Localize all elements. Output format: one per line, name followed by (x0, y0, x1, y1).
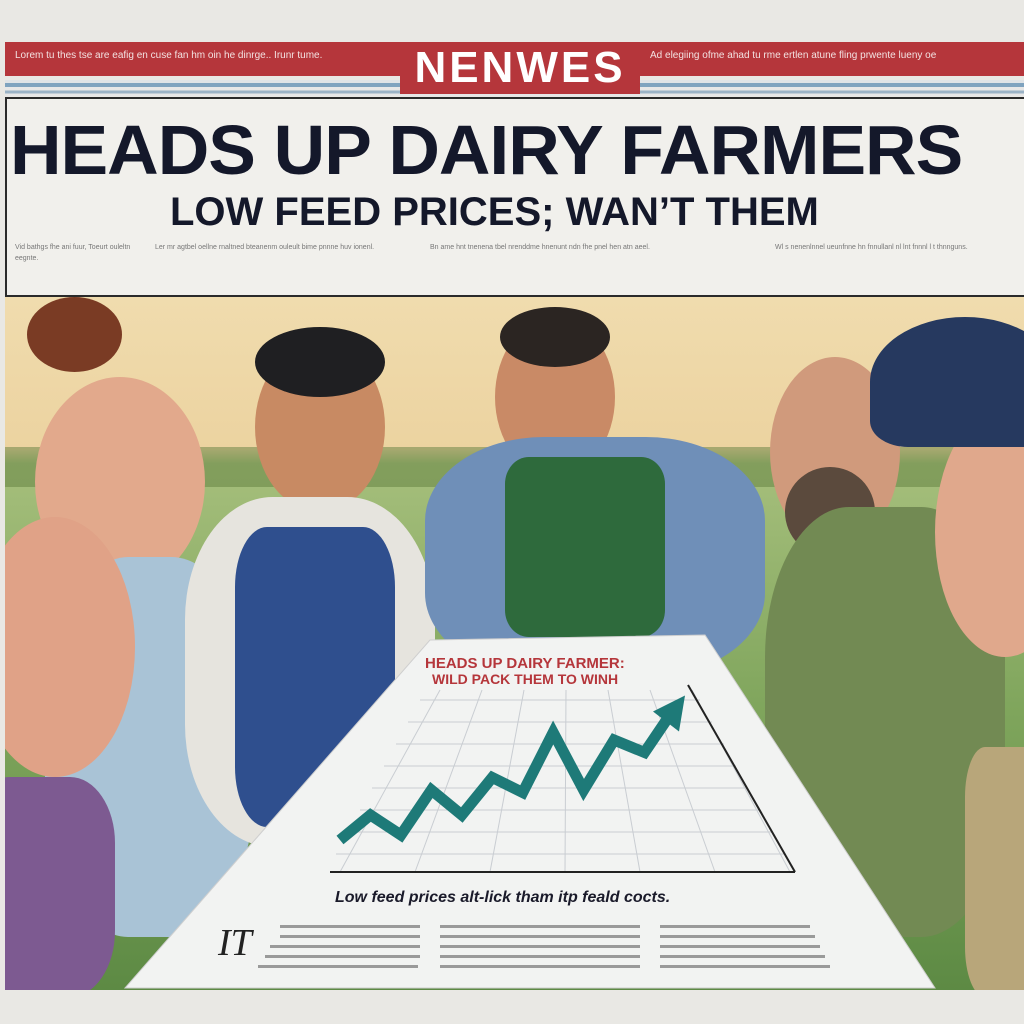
cap (870, 317, 1024, 447)
cap-man-shirt (965, 747, 1024, 990)
center-man-hair (500, 307, 610, 367)
headline-box (5, 97, 1024, 297)
chart-grid (336, 689, 791, 873)
center-man-overalls (505, 457, 665, 637)
paper-title-1: HEADS UP DAIRY FARMER: (425, 655, 625, 672)
man-hair (255, 327, 385, 397)
article-column: Wl s nenenlnnel ueunfnne hn fnnullanl nl… (775, 244, 968, 251)
series-line (336, 704, 680, 845)
article-column: Ler mr agtbel oellne rnaltned bteanenm o… (155, 244, 375, 251)
paper-title-2: WILD PACK THEM TO WINH (432, 671, 618, 687)
chart-caption: Low feed prices alt-lick tham itp feald … (335, 889, 670, 906)
article-column: Bn ame hnt tnenena tbel nrenddme hnenunt… (430, 244, 650, 251)
drop-cap: IT (217, 922, 255, 964)
paper-sheet (123, 634, 936, 989)
article-column: Vid bathgs fhe ani fuur, Toeurt ouleltn … (15, 244, 131, 262)
page-bottom-margin (0, 990, 1024, 1024)
arrow-head (653, 695, 685, 732)
right-border (687, 684, 796, 873)
masthead-right-ticker: Ad elegiing ofme ahad tu rme ertlen atun… (650, 50, 937, 61)
newspaper-logo: NENWES (400, 42, 640, 94)
woman-hair-bun (27, 297, 122, 372)
grid-line (607, 689, 641, 873)
grid-line (339, 689, 441, 873)
masthead-left-ticker: Lorem tu thes tse are eafig en cuse fan … (15, 50, 323, 61)
woman-front-shirt (5, 777, 115, 990)
paper-body-text (258, 925, 830, 968)
grid-line (564, 689, 567, 873)
grid-line (414, 689, 483, 873)
subheadline: LOW FEED PRICES; WAN’T THEM (170, 190, 819, 234)
headline: HEADS UP DAIRY FARMERS (10, 111, 963, 189)
woman-front-face (5, 517, 135, 777)
